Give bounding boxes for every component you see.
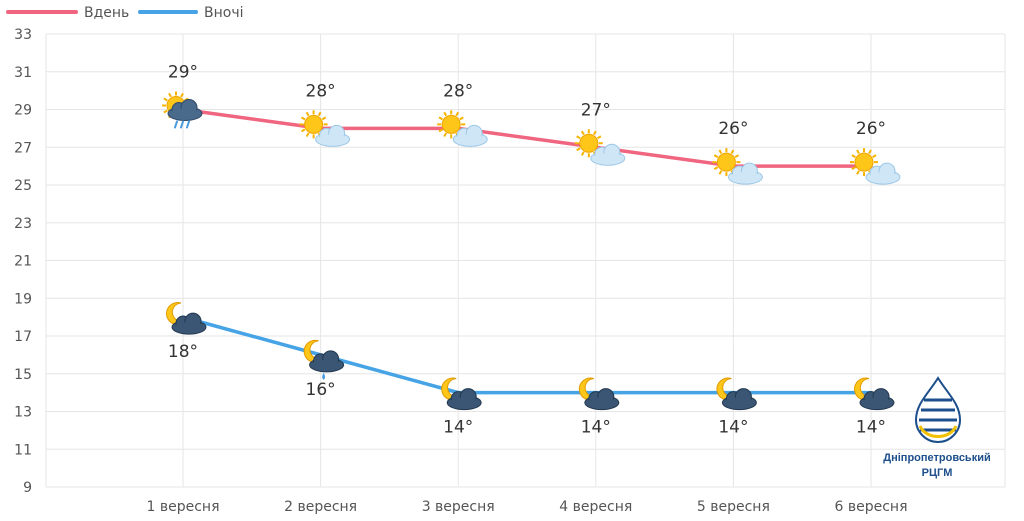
y-tick-label: 15	[14, 367, 32, 383]
x-tick-label: 2 вересня	[284, 499, 357, 515]
legend-day-label: Вдень	[84, 5, 129, 21]
y-tick-label: 33	[14, 27, 32, 43]
sun-cloud-icon	[299, 110, 351, 147]
logo-drop-icon	[914, 376, 962, 444]
data-label: 27°	[581, 100, 611, 120]
y-tick-label: 11	[14, 442, 32, 458]
x-tick-label: 4 вересня	[559, 499, 632, 515]
sun-cloud-icon	[437, 110, 488, 147]
moon-cloud-icon	[166, 302, 207, 335]
x-tick-label: 3 вересня	[422, 499, 495, 515]
data-label: 14°	[581, 418, 611, 438]
y-tick-label: 29	[14, 103, 32, 119]
x-tick-label: 5 вересня	[697, 499, 770, 515]
y-tick-label: 23	[14, 216, 32, 232]
y-tick-label: 19	[14, 291, 32, 307]
moon-cloud-icon	[716, 377, 757, 411]
y-tick-label: 9	[23, 480, 32, 496]
grid	[45, 33, 1006, 488]
y-tick-label: 17	[14, 329, 32, 345]
logo: Дніпропетровський РЦГМ	[883, 376, 991, 479]
data-label: 14°	[718, 418, 748, 438]
legend-item-day[interactable]: Вдень	[6, 5, 129, 21]
data-label: 29°	[168, 63, 198, 83]
sun-cloud-icon	[712, 148, 763, 185]
data-label: 26°	[718, 119, 748, 139]
logo-text-line2: РЦГМ	[922, 467, 953, 479]
series-lines	[181, 107, 873, 395]
x-axis: 1 вересня 2 вересня 3 вересня 4 вересня 5 ве…	[147, 499, 908, 515]
data-label: 28°	[443, 81, 473, 101]
data-label: 14°	[443, 418, 473, 438]
y-tick-label: 13	[14, 405, 32, 421]
data-label: 18°	[168, 342, 198, 362]
y-tick-label: 25	[14, 178, 32, 194]
moon-cloud-icon	[854, 377, 895, 411]
sun-cloud-icon	[850, 148, 901, 185]
logo-text-line1: Дніпропетровський	[883, 452, 990, 464]
y-tick-label: 27	[14, 140, 32, 156]
moon-cloud-rain-icon	[303, 339, 345, 380]
sun-cloud-rain-icon	[162, 91, 203, 129]
legend-item-night[interactable]: Вночі	[138, 5, 243, 21]
legend-night-label: Вночі	[204, 5, 243, 21]
moon-cloud-icon	[578, 377, 620, 411]
data-label: 14°	[856, 418, 886, 438]
x-tick-label: 1 вересня	[147, 499, 220, 515]
y-tick-label: 31	[14, 65, 32, 81]
weather-icons	[162, 91, 901, 411]
data-label: 28°	[306, 81, 336, 101]
sun-cloud-icon	[574, 129, 626, 166]
legend[interactable]: Вдень Вночі	[6, 5, 243, 21]
series-line-night	[181, 315, 873, 395]
series-line-day	[181, 107, 873, 168]
y-axis: 9 11 13 15 17 19 21 23 25 27 29 31 33	[14, 27, 32, 496]
data-labels: 29° 28° 28° 27° 26° 26° 18° 16° 14° 14° 14° 14°	[168, 63, 886, 438]
data-label: 26°	[856, 119, 886, 139]
y-tick-label: 21	[14, 254, 32, 270]
x-tick-label: 6 вересня	[835, 499, 908, 515]
data-label: 16°	[306, 380, 336, 400]
moon-cloud-icon	[441, 377, 482, 411]
